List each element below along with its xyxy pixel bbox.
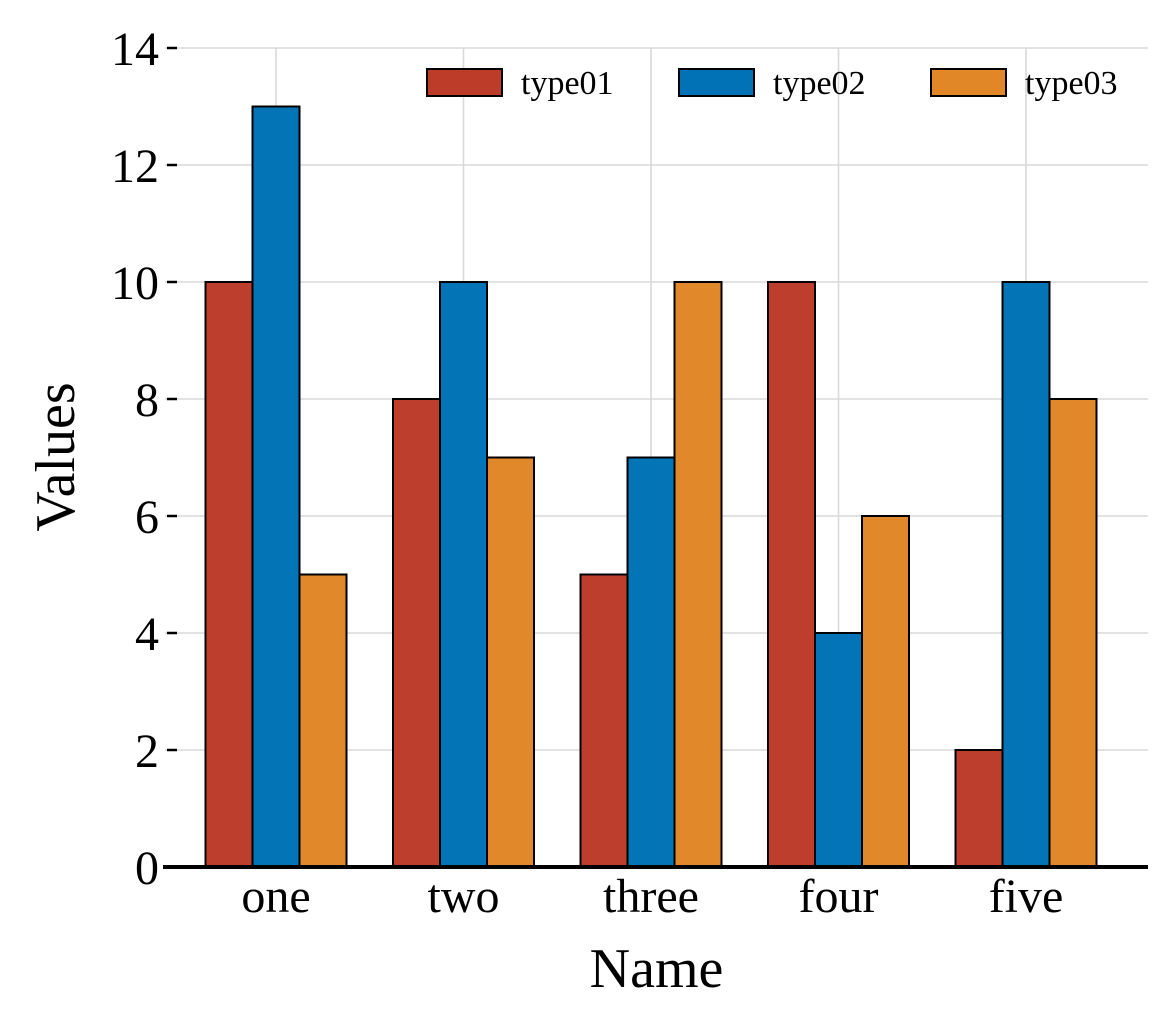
legend-item-type02: type02 xyxy=(678,65,866,102)
bar-type01-one xyxy=(204,281,254,868)
y-axis-label: Values xyxy=(25,382,87,531)
bar-type01-three xyxy=(579,573,629,868)
y-tick-label: 10 xyxy=(111,257,159,310)
bar-type02-three xyxy=(626,456,676,868)
axes xyxy=(163,865,1148,869)
x-tick-label: five xyxy=(989,870,1064,923)
y-ticks: 0 2 4 6 8 10 12 14 xyxy=(111,23,177,895)
bar-type02-five xyxy=(1001,281,1051,868)
y-tick-label: 8 xyxy=(135,374,159,427)
bar-type02-four xyxy=(814,632,863,868)
y-tick-label: 0 xyxy=(135,842,159,895)
y-tick-label: 4 xyxy=(135,608,159,661)
x-tick-label: four xyxy=(799,870,879,923)
bar-type03-five xyxy=(1048,398,1098,868)
legend-swatch xyxy=(930,68,1007,97)
y-tick-label: 14 xyxy=(111,23,159,76)
legend-label: type02 xyxy=(773,65,866,102)
bar-type01-four xyxy=(767,281,816,868)
bar-type03-three xyxy=(673,281,723,868)
y-tick-label: 12 xyxy=(111,140,159,193)
legend-swatch xyxy=(426,68,503,97)
legend-label: type01 xyxy=(521,65,614,102)
legend-item-type01: type01 xyxy=(426,65,614,102)
bar-type02-one xyxy=(251,105,301,868)
x-tick-label: three xyxy=(603,870,699,923)
bar-type03-four xyxy=(861,515,910,868)
bars xyxy=(204,105,1098,868)
x-axis-label: Name xyxy=(590,938,724,1000)
x-tick-label: one xyxy=(241,870,310,923)
x-ticks: one two three four five xyxy=(241,870,1063,923)
bar-type01-five xyxy=(954,749,1004,868)
legend-swatch xyxy=(678,68,755,97)
y-tick-label: 2 xyxy=(135,725,159,778)
legend-item-type03: type03 xyxy=(930,65,1118,102)
bar-type03-two xyxy=(486,456,535,868)
bar-type03-one xyxy=(298,573,348,868)
y-tick-label: 6 xyxy=(135,491,159,544)
bar-type02-two xyxy=(439,281,488,868)
legend: type01 type02 type03 xyxy=(426,65,1118,102)
x-tick-label: two xyxy=(428,870,500,923)
bar-type01-two xyxy=(392,398,441,868)
legend-label: type03 xyxy=(1025,65,1118,102)
